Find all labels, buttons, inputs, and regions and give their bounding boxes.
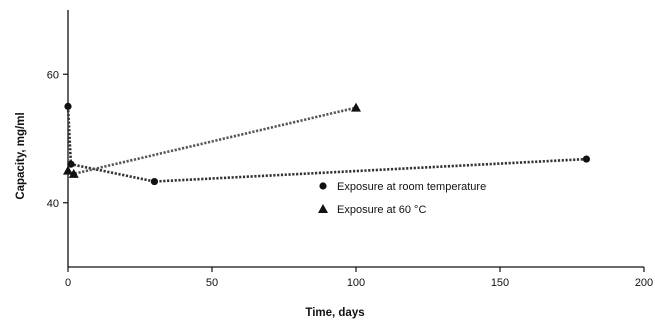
series-2-point [351, 102, 361, 112]
y-axis-title: Capacity, mg/ml [15, 112, 27, 199]
series-2-point [68, 168, 79, 178]
series-1 [64, 102, 591, 186]
series-layer [63, 102, 591, 186]
x-tick-label: 0 [65, 277, 71, 289]
legend-label-2: Exposure at 60 °C [337, 204, 426, 216]
y-tick-label: 60 [47, 69, 59, 81]
series-1-point [64, 102, 72, 110]
series-2 [63, 102, 361, 178]
series-1-point [67, 160, 75, 168]
x-tick-label: 200 [635, 277, 653, 289]
series-2-point [63, 165, 73, 175]
legend-marker-2 [318, 204, 328, 213]
x-tick-label: 150 [491, 277, 509, 289]
series-1-point [582, 155, 591, 163]
x-axis-ticks: 0 50 100 150 200 [65, 267, 653, 289]
series-2-line [67, 106, 357, 176]
y-tick-label: 40 [47, 198, 59, 210]
legend: Exposure at room temperature Exposure at … [318, 181, 486, 216]
plot-area [67, 10, 644, 268]
x-axis-title: Time, days [305, 307, 364, 319]
legend-marker-1 [319, 182, 327, 190]
legend-label-1: Exposure at room temperature [337, 181, 486, 193]
series-1-point [150, 177, 158, 186]
series-1-line [66, 106, 587, 183]
x-tick-label: 50 [206, 277, 218, 289]
y-axis-ticks: 40 60 [47, 69, 68, 210]
x-tick-label: 100 [347, 277, 365, 289]
